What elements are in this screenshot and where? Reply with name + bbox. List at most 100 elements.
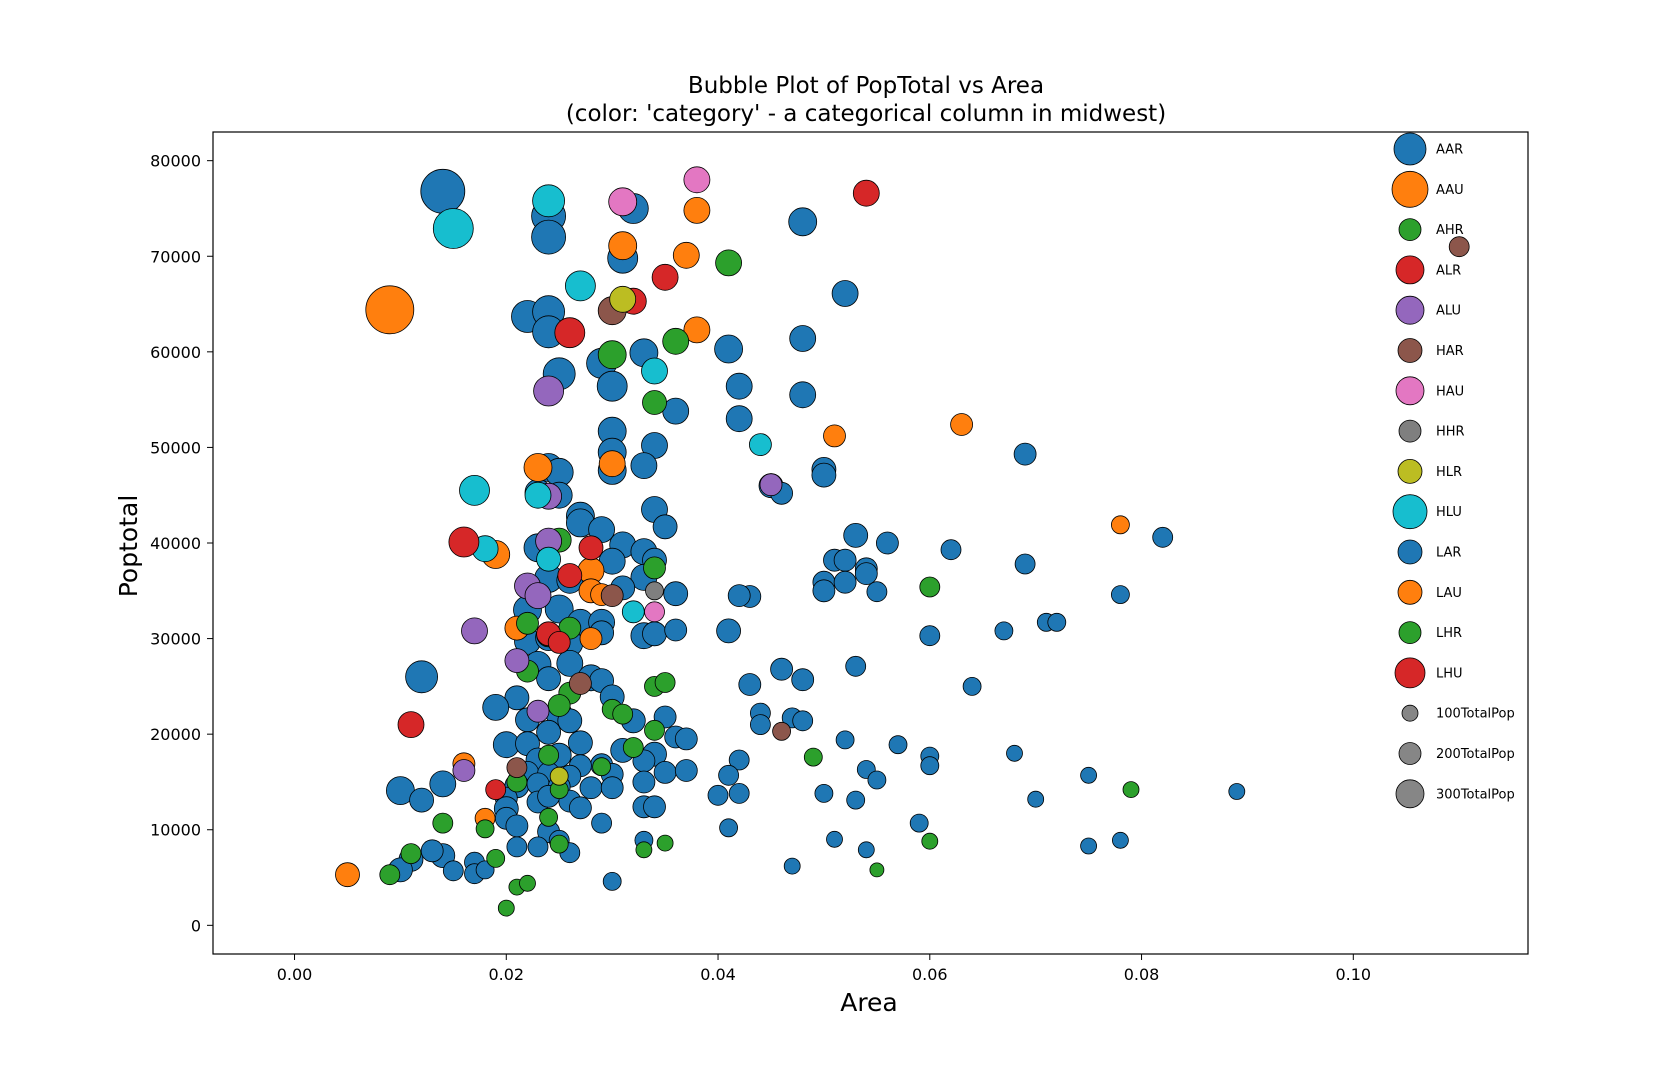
legend-label-hlr: HLR: [1436, 465, 1462, 480]
bubble-hlu: [459, 474, 490, 506]
legend-marker-hlu: [1392, 494, 1428, 530]
bubble-aau: [950, 413, 973, 436]
bubble-aar: [867, 770, 887, 790]
bubble-aar: [1027, 790, 1045, 808]
bubble-aar: [750, 714, 771, 735]
bubble-hlu: [532, 184, 565, 218]
legend-marker-aau: [1391, 170, 1429, 208]
bubble-ahr: [654, 672, 676, 693]
bubble-aar: [812, 579, 836, 603]
y-tick-label: 0: [191, 916, 201, 935]
bubble-aar: [866, 581, 888, 603]
bubble-aar: [909, 813, 929, 833]
bubble-alu: [533, 375, 564, 407]
bubble-ahr: [519, 874, 536, 892]
bubble-aar: [505, 814, 529, 838]
bubble-aar: [770, 657, 793, 681]
bubble-aar: [1228, 783, 1246, 800]
bubble-aar: [632, 770, 656, 794]
legend-marker-300totalpop: [1395, 779, 1425, 809]
bubble-hlr: [549, 766, 569, 786]
legend-label-alu: ALU: [1436, 304, 1461, 319]
bubble-aar: [527, 836, 549, 858]
y-tick-label: 50000: [150, 438, 201, 457]
bubble-aar: [962, 677, 982, 696]
bubble-aar: [429, 770, 457, 798]
bubble-aar: [663, 581, 689, 607]
bubble-aar: [664, 618, 688, 642]
bubble-aar: [792, 710, 814, 732]
bubble-hhr: [645, 581, 664, 601]
legend: AAR AAU AHR ALR ALU HAR HAU HHR HLR HLU LAR LAU LHR L…: [1391, 132, 1515, 809]
bubble-ahr: [539, 807, 558, 827]
y-tick-label: 80000: [150, 152, 201, 171]
plot-frame: [212, 131, 1529, 955]
bubble-har: [600, 584, 624, 607]
bubble-aar: [789, 381, 817, 409]
legend-label-alr: ALR: [1436, 263, 1461, 278]
bubble-aar: [719, 818, 738, 838]
bubble-aar: [1006, 744, 1023, 762]
bubble-aar: [1047, 612, 1067, 632]
bubble-alu: [526, 699, 550, 723]
legend-marker-hau: [1395, 376, 1425, 406]
x-tick-label: 0.06: [912, 965, 948, 984]
bubble-alu: [504, 648, 530, 673]
bubble-aar: [718, 764, 739, 786]
bubble-aau: [365, 285, 415, 335]
bubble-har: [772, 721, 791, 741]
bubble-aar: [783, 857, 801, 875]
bubble-aar: [642, 621, 667, 647]
bubble-aar: [405, 660, 439, 694]
bubble-aar: [630, 452, 658, 480]
bubble-aar: [1080, 837, 1097, 855]
legend-label-hlu: HLU: [1436, 505, 1462, 520]
bubble-ahr: [547, 694, 571, 717]
bubble-hlu: [641, 357, 668, 385]
x-tick-label: 0.10: [1335, 965, 1371, 984]
legend-marker-lhr: [1398, 621, 1422, 644]
bubble-aar: [876, 531, 899, 555]
bubble-aau: [598, 450, 626, 478]
bubble-aar: [1080, 766, 1097, 784]
bubble-aar: [725, 372, 753, 400]
bubble-aar: [442, 860, 464, 882]
bubble-aar: [854, 562, 878, 585]
legend-label-hhr: HHR: [1436, 425, 1465, 440]
bubble-alu: [759, 473, 783, 497]
bubble-aau: [579, 627, 603, 650]
bubble-aau: [672, 241, 700, 269]
bubble-hlu: [536, 546, 561, 572]
bubble-alr: [557, 563, 583, 588]
bubble-ahr: [400, 843, 422, 864]
bubble-alr: [397, 711, 425, 738]
bubble-ahr: [644, 719, 665, 741]
bubble-aar: [728, 783, 750, 804]
bubble-ahr: [597, 340, 627, 370]
bubble-aar: [725, 405, 753, 433]
bubble-aau: [683, 316, 711, 344]
bubble-aar: [420, 168, 466, 214]
chart-title: Bubble Plot of PopTotal vs Area: [688, 73, 1044, 99]
bubble-aar: [420, 839, 444, 863]
bubble-hlr: [609, 285, 637, 313]
legend-marker-100totalpop: [1401, 704, 1419, 722]
legend-label-300totalpop: 300TotalPop: [1436, 787, 1515, 802]
bubble-hlu: [621, 600, 645, 624]
bubble-ahr: [643, 556, 666, 580]
bubble-aar: [707, 784, 729, 806]
bubble-aar: [716, 618, 741, 644]
y-tick-label: 10000: [150, 821, 201, 840]
bubble-hlu: [749, 433, 772, 457]
bubble-aar: [482, 694, 510, 721]
bubble-alr: [554, 317, 586, 349]
bubble-ahr: [549, 834, 569, 854]
bubble-aar: [674, 759, 698, 782]
x-axis-label: Area: [840, 988, 898, 1017]
y-tick-label: 60000: [150, 343, 201, 362]
bubble-ahr: [486, 849, 506, 868]
bubble-aar: [556, 650, 584, 677]
bubble-aau: [523, 453, 553, 482]
legend-marker-alr: [1395, 255, 1425, 285]
bubble-aar: [1152, 526, 1174, 548]
